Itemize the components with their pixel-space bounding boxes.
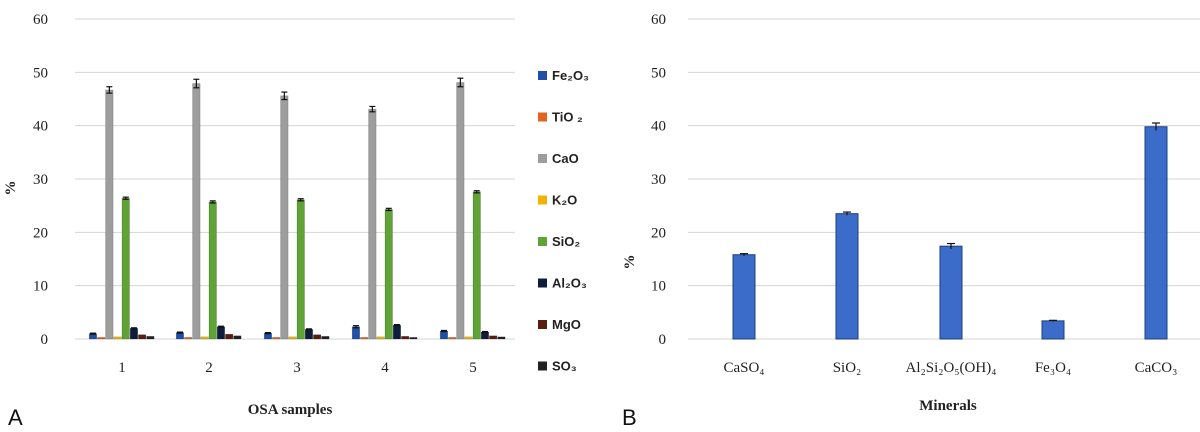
panel-a-bar: [360, 337, 369, 340]
panel-b-y-tick-label: 30: [651, 172, 666, 188]
panel-a-bar: [146, 336, 155, 340]
panel-a-bar: [280, 95, 289, 340]
panel-a-bar: [448, 337, 457, 340]
panel-a-bar: [392, 324, 402, 340]
panel-a-y-tick-label: 40: [33, 119, 48, 135]
panel-a-x-tick-label: 4: [381, 360, 389, 376]
panel-a-bar: [472, 191, 481, 340]
panel-a-bar: [321, 336, 330, 340]
panel-a-bar: [105, 89, 114, 340]
panel-b-x-axis-label: Minerals: [919, 398, 977, 414]
panel-b-chart: 0 10 20 30 40 50 60 CaSO₄ SiO₂ Al₂Si₂O₅(OH)₄ Fe₃O…: [622, 12, 1200, 430]
panel-b-y-tick-label: 10: [651, 279, 666, 295]
panel-a-legend: Fe₂O₃ TiO ₂ CaO K₂O SiO₂ Al₂O₃ MgO SO₃: [538, 68, 589, 374]
panel-a-bar: [97, 337, 106, 340]
panel-a-legend-label: MgO: [552, 317, 581, 332]
panel-a-x-tick-label: 3: [293, 360, 301, 376]
panel-a-bar: [384, 209, 393, 340]
panel-a-x-tick-label: 1: [118, 360, 126, 376]
panel-b-bar: [1041, 320, 1065, 340]
panel-a-y-tick-label: 30: [33, 172, 48, 188]
panel-a-legend-label: Fe₂O₃: [552, 68, 589, 83]
panel-a-bar: [313, 334, 322, 340]
panel-b-bar: [732, 254, 756, 340]
panel-a-bar: [304, 329, 314, 340]
panel-b-y-tick-label: 20: [651, 225, 666, 241]
panel-a-legend-swatch: [538, 195, 547, 205]
panel-a-legend-swatch: [538, 154, 547, 163]
panel-a-bar: [401, 336, 410, 340]
panel-a-bar: [456, 82, 465, 340]
panel-b-bar: [835, 213, 859, 340]
panel-b-x-tick-label: SiO₂: [833, 360, 862, 376]
panel-b-y-axis-label: %: [622, 255, 638, 270]
panel-a-legend-label: SiO₂: [552, 234, 580, 249]
panel-b-bar: [1144, 126, 1168, 340]
panel-a-bar: [497, 336, 506, 340]
panel-a-y-axis-label: %: [3, 181, 19, 196]
panel-a-bar: [225, 333, 234, 340]
panel-a-gridlines: [75, 18, 515, 340]
panel-a-legend-swatch: [538, 361, 547, 371]
panel-b-y-tick-label: 60: [651, 12, 666, 28]
panel-a-legend-swatch: [538, 112, 547, 122]
panel-b-gridlines: [688, 18, 1200, 340]
panel-a-x-axis-label: OSA samples: [248, 402, 333, 418]
panel-a-bar: [272, 337, 281, 340]
panel-a-bar: [121, 197, 130, 340]
panel-a-y-tick-label: 20: [33, 225, 48, 241]
panel-a-bar: [208, 201, 217, 340]
panel-b-x-ticks: CaSO₄ SiO₂ Al₂Si₂O₅(OH)₄ Fe₃O₄ CaCO₃: [723, 360, 1177, 376]
panel-a-bar: [233, 335, 242, 340]
panel-a-bar: [409, 337, 418, 340]
panel-a-legend-label: CaO: [552, 151, 579, 166]
panel-a-legend-label: SO₃: [552, 359, 577, 374]
panel-a-y-ticks: 0 10 20 30 40 50 60: [33, 12, 48, 348]
panel-a-bars: [88, 77, 506, 340]
panel-b-label: B: [622, 405, 637, 430]
panel-a-bar: [200, 336, 209, 340]
panel-a-bar: [192, 83, 201, 340]
panel-a-bar: [489, 335, 498, 340]
panel-a-legend-label: K₂O: [552, 193, 577, 208]
panel-a-bar: [439, 330, 449, 340]
panel-a-bar: [368, 108, 377, 340]
panel-a-label: A: [8, 405, 23, 430]
panel-a-legend-swatch: [538, 278, 547, 288]
panel-a-y-tick-label: 60: [33, 12, 48, 28]
panel-b-y-tick-label: 0: [659, 332, 667, 348]
panel-a-legend-swatch: [538, 320, 547, 329]
panel-a-bar: [138, 334, 147, 340]
panel-b-bars: [732, 122, 1168, 340]
panel-a-bar: [184, 337, 193, 340]
panel-b-x-tick-label: Fe₃O₄: [1035, 360, 1071, 376]
panel-b-y-tick-label: 50: [651, 65, 666, 81]
panel-b-x-tick-label: Al₂Si₂O₅(OH)₄: [906, 360, 997, 376]
panel-b-y-tick-label: 40: [651, 119, 666, 135]
panel-a-y-tick-label: 50: [33, 65, 48, 81]
panel-b-x-tick-label: CaSO₄: [723, 360, 764, 376]
panel-a-bar: [296, 199, 305, 340]
panel-b-x-tick-label: CaCO₃: [1135, 360, 1178, 376]
panel-a-x-tick-label: 5: [469, 360, 477, 376]
panel-a-legend-label: Al₂O₃: [552, 276, 587, 291]
panel-a-x-ticks: 1 2 3 4 5: [118, 360, 477, 376]
panel-a-bar: [464, 336, 473, 340]
panel-a-bar: [351, 326, 361, 340]
panel-a-bar: [129, 328, 138, 340]
panel-a-chart: 0 10 20 30 40 50 60 1 2 3 4 5 % OSA samples A Fe₂O…: [3, 12, 589, 430]
panel-a-y-tick-label: 10: [33, 279, 48, 295]
panel-b-y-ticks: 0 10 20 30 40 50 60: [651, 12, 666, 348]
panel-a-x-tick-label: 2: [205, 360, 213, 376]
panel-a-legend-label: TiO ₂: [552, 110, 583, 125]
panel-a-y-tick-label: 0: [41, 332, 49, 348]
panel-a-bar: [216, 326, 225, 340]
panel-a-legend-swatch: [538, 71, 547, 80]
panel-a-bar: [288, 336, 297, 340]
panel-b-bar: [939, 245, 963, 340]
panel-a-bar: [376, 336, 385, 340]
panel-a-legend-swatch: [538, 237, 547, 246]
panel-a-bar: [113, 336, 122, 340]
